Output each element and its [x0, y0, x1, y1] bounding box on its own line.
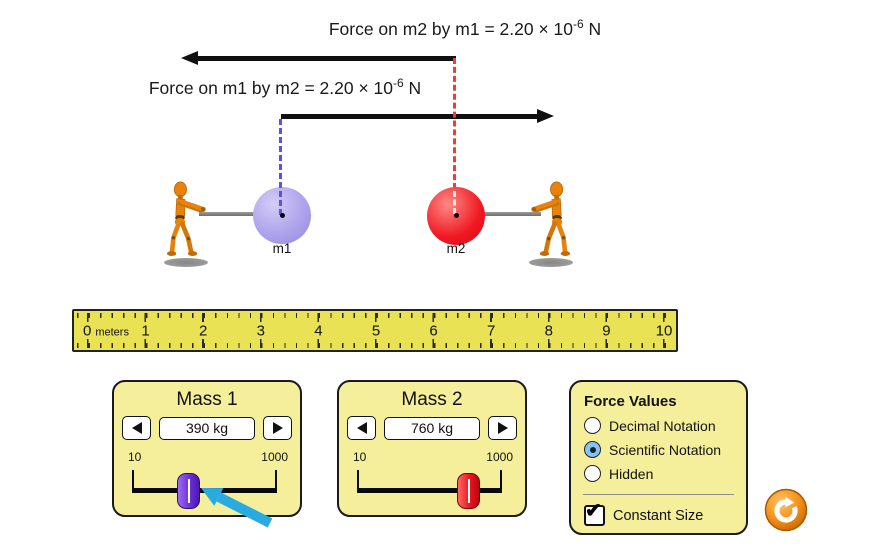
radio-button-icon[interactable] — [584, 441, 601, 458]
mass1-center-dot — [280, 213, 285, 218]
mass2-value-field[interactable]: 760 kg — [384, 416, 480, 440]
left-puller-figure — [163, 181, 209, 261]
mass2-slider-max-label: 1000 — [486, 450, 513, 464]
constant-size-row[interactable]: ✔ Constant Size — [584, 500, 746, 526]
panel-divider — [583, 494, 734, 495]
ruler-tick-label: 5 — [371, 322, 381, 339]
ruler-major-ticks-bottom — [87, 339, 666, 348]
mass2-sphere-label: m2 — [446, 241, 466, 256]
ruler-tick-label: 8 — [544, 322, 553, 339]
ruler-tick-label: 7 — [487, 322, 496, 339]
force-on-m1-label: Force on m1 by m2 = 2.20 × 10-6 N — [148, 76, 422, 98]
ruler-unit-label: meters — [95, 326, 129, 338]
ruler-major-ticks-top — [87, 313, 666, 322]
triangle-right-icon — [272, 422, 283, 434]
ruler-zero-label: 0 meters — [83, 322, 129, 339]
left-pull-rod — [199, 212, 256, 216]
mass2-center-dot — [454, 213, 459, 218]
force-values-title: Force Values — [584, 393, 677, 410]
ruler-tick-label: 6 — [429, 322, 438, 339]
right-figure-shadow — [529, 258, 573, 267]
force-values-panel: Force Values Decimal Notation Scientific… — [569, 380, 748, 535]
mass2-slider-min-label: 10 — [353, 450, 367, 464]
reset-arrow-icon — [774, 496, 798, 523]
slider-end-tick — [275, 470, 277, 489]
reset-button[interactable] — [762, 486, 810, 534]
mass1-slider-min-label: 10 — [128, 450, 142, 464]
mass2-panel-title: Mass 2 — [401, 389, 463, 410]
mass1-sphere-label: m1 — [272, 241, 292, 256]
m2-dashed-line-inner — [453, 191, 456, 214]
left-figure-shadow — [164, 258, 208, 267]
m2-dashed-line — [453, 58, 456, 189]
triangle-left-icon — [356, 422, 367, 434]
triangle-left-icon — [131, 422, 142, 434]
mass1-increment-button[interactable] — [263, 416, 292, 440]
radio-button-icon[interactable] — [584, 417, 601, 434]
ruler-tick-label: 1 — [141, 322, 150, 339]
radio-hidden[interactable]: Hidden — [584, 465, 746, 482]
right-puller-figure — [528, 181, 574, 261]
mass2-increment-button[interactable] — [488, 416, 517, 440]
slider-end-tick — [357, 470, 359, 489]
force-on-m2-label: Force on m2 by m1 = 2.20 × 10-6 N — [328, 17, 602, 39]
slider-end-tick — [500, 470, 502, 489]
constant-size-label: Constant Size — [613, 507, 704, 524]
slider-end-tick — [132, 470, 134, 489]
constant-size-checkbox[interactable]: ✔ — [584, 500, 605, 526]
mass2-slider-track[interactable] — [357, 488, 502, 493]
mass2-panel: Mass 2 760 kg 10 1000 — [337, 380, 527, 517]
mass1-panel-title: Mass 1 — [176, 389, 238, 410]
triangle-right-icon — [497, 422, 508, 434]
right-pull-rod — [484, 212, 541, 216]
ruler-tick-label: 2 — [199, 322, 208, 339]
radio-label: Hidden — [609, 465, 654, 482]
mass1-slider-thumb[interactable] — [177, 473, 200, 509]
mass1-decrement-button[interactable] — [122, 416, 151, 440]
mass1-value-field[interactable]: 390 kg — [159, 416, 255, 440]
mass2-decrement-button[interactable] — [347, 416, 376, 440]
ruler-tick-label: 10 — [655, 322, 673, 339]
check-icon: ✔ — [585, 500, 602, 522]
mass2-slider-thumb[interactable] — [457, 473, 480, 509]
ruler[interactable]: 0 meters 1 2 3 4 5 6 7 8 9 10 — [72, 309, 678, 352]
ruler-tick-label: 4 — [314, 322, 323, 339]
pointer-arrow-annotation — [201, 488, 273, 528]
radio-scientific-notation[interactable]: Scientific Notation — [584, 441, 746, 458]
radio-label: Decimal Notation — [609, 417, 716, 434]
radio-decimal-notation[interactable]: Decimal Notation — [584, 417, 746, 434]
radio-label: Scientific Notation — [609, 441, 722, 458]
radio-button-icon[interactable] — [584, 465, 601, 482]
mass1-slider-max-label: 1000 — [261, 450, 288, 464]
m1-dashed-line — [279, 119, 282, 215]
ruler-tick-label: 9 — [602, 322, 611, 339]
ruler-tick-label: 3 — [256, 322, 265, 339]
